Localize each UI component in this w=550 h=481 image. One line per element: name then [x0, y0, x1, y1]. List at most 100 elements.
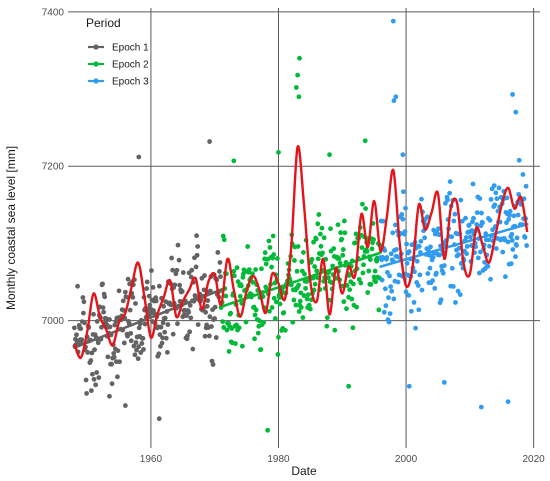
data-point	[297, 298, 303, 304]
data-point	[428, 244, 433, 250]
data-point	[263, 261, 269, 267]
data-point	[406, 383, 412, 389]
data-point	[179, 288, 185, 294]
data-point	[316, 212, 322, 217]
data-point	[205, 298, 211, 303]
data-point	[341, 299, 347, 305]
data-point	[144, 279, 150, 285]
data-point	[267, 308, 272, 314]
y-tick-label: 7200	[42, 162, 65, 173]
data-point	[504, 195, 510, 201]
data-point	[202, 273, 207, 278]
data-point	[81, 299, 87, 305]
data-point	[275, 256, 280, 261]
data-point	[339, 236, 345, 242]
smooth-curve	[73, 145, 529, 359]
data-point	[245, 244, 251, 249]
data-point	[321, 235, 327, 241]
x-tick-label: 1960	[140, 454, 163, 465]
data-point	[488, 196, 494, 202]
data-point	[500, 249, 506, 255]
data-point	[314, 268, 320, 274]
data-point	[353, 240, 358, 246]
data-point	[71, 325, 77, 331]
data-point	[479, 210, 484, 216]
data-point	[220, 319, 226, 325]
data-point	[359, 245, 365, 251]
data-point	[337, 260, 343, 266]
data-point	[250, 279, 256, 285]
data-point	[187, 302, 193, 308]
data-point	[511, 213, 517, 219]
data-point	[117, 359, 122, 365]
legend: Period Epoch 1 Epoch 2 Epoch 3	[86, 16, 149, 88]
data-point	[438, 297, 444, 303]
data-point	[81, 310, 86, 316]
data-point	[394, 247, 399, 252]
data-point	[209, 324, 214, 329]
data-point	[312, 281, 318, 287]
data-point	[441, 379, 447, 385]
data-point	[75, 283, 80, 289]
y-axis-label: Monthly coastal sea level [mm]	[4, 146, 18, 310]
data-point	[292, 258, 297, 263]
data-point	[234, 265, 240, 271]
data-point	[371, 274, 377, 280]
data-point	[427, 265, 433, 271]
x-axis-ticks: 1960 1980 2000 2020	[140, 454, 545, 465]
data-point	[382, 286, 388, 292]
data-point	[411, 299, 417, 305]
data-point	[309, 256, 315, 262]
data-point	[406, 249, 412, 254]
data-point	[412, 269, 417, 275]
data-point	[174, 267, 180, 273]
data-point	[218, 274, 223, 280]
data-point	[169, 255, 175, 261]
data-point	[400, 152, 406, 158]
data-point	[418, 238, 424, 244]
data-point	[493, 190, 499, 196]
data-point	[513, 254, 518, 260]
data-point	[449, 234, 455, 240]
data-point	[298, 305, 304, 310]
data-point	[471, 215, 476, 221]
data-point	[425, 271, 431, 276]
data-point	[353, 231, 359, 237]
data-point	[269, 305, 275, 310]
data-point	[416, 244, 422, 249]
data-point	[491, 183, 497, 188]
data-point	[124, 294, 129, 300]
data-point	[442, 200, 448, 206]
data-point	[156, 351, 162, 357]
data-point	[111, 354, 117, 360]
data-point	[403, 289, 409, 295]
data-point	[131, 343, 137, 349]
data-point	[384, 255, 390, 260]
data-point	[372, 268, 378, 274]
data-point	[303, 285, 308, 291]
data-point	[327, 152, 332, 158]
data-point	[88, 388, 94, 394]
data-point	[175, 321, 180, 327]
data-point	[356, 276, 362, 282]
data-point	[360, 201, 365, 207]
data-point	[300, 315, 306, 320]
data-point	[307, 306, 313, 312]
data-point	[361, 262, 366, 268]
data-point	[301, 250, 306, 255]
data-point	[436, 226, 441, 232]
data-point	[452, 211, 458, 217]
data-point	[296, 309, 302, 314]
data-point	[253, 307, 259, 313]
data-point	[399, 212, 405, 217]
data-point	[346, 383, 352, 389]
data-point	[221, 325, 227, 330]
data-point	[328, 226, 333, 232]
data-point	[486, 237, 492, 243]
data-point	[88, 358, 94, 363]
data-point	[451, 218, 457, 224]
data-point	[112, 322, 118, 328]
data-point	[388, 284, 394, 290]
data-point	[388, 251, 394, 257]
data-point	[463, 215, 468, 221]
